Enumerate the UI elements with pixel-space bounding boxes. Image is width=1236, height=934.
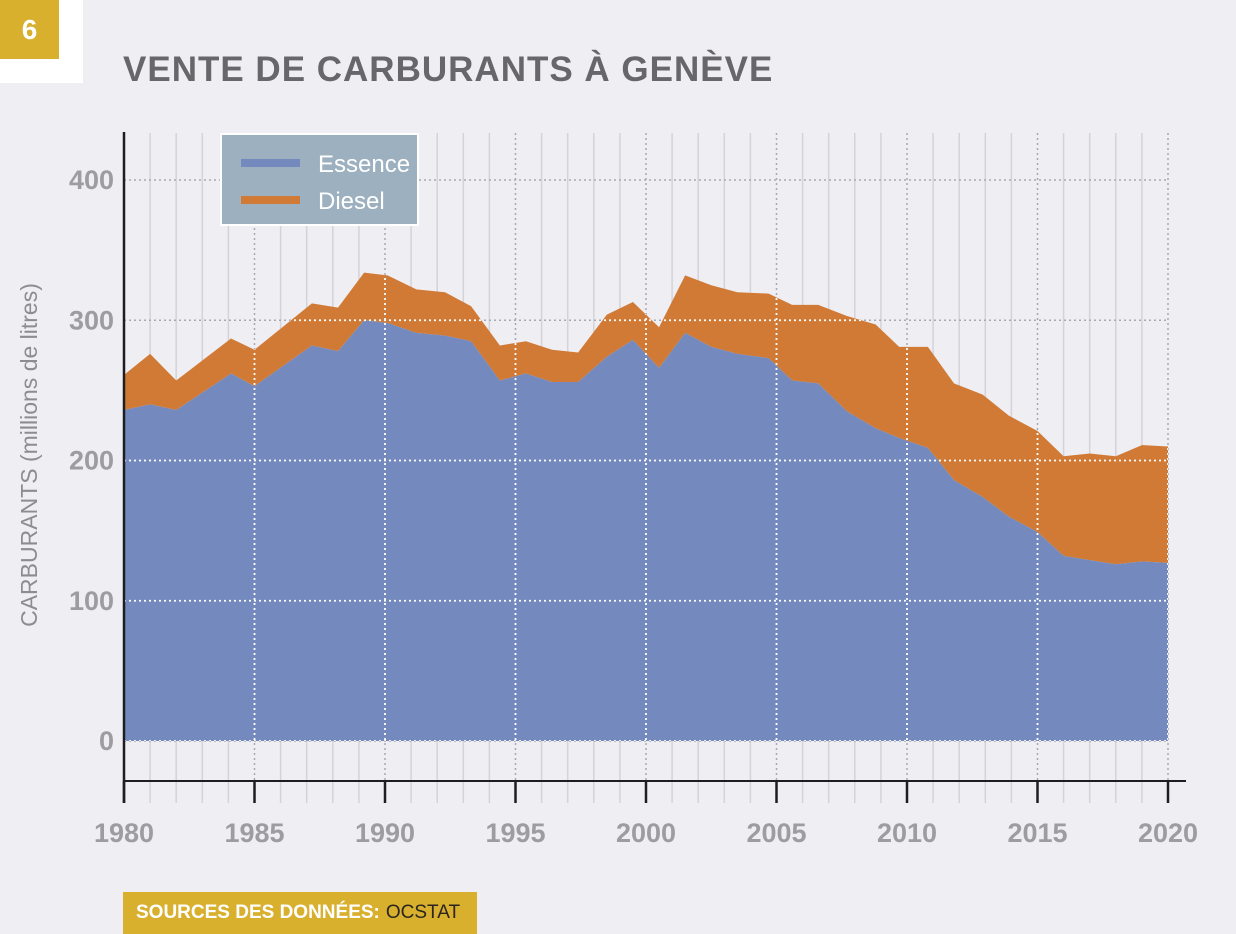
in-area-gridlines: [124, 272, 1168, 741]
x-tick-label: 2005: [746, 818, 806, 848]
y-tick-label: 100: [69, 586, 114, 616]
source-banner: SOURCES DES DONNÉES: OCSTAT: [123, 892, 477, 934]
x-tick-label: 1990: [355, 818, 415, 848]
x-tick-label: 2015: [1007, 818, 1067, 848]
x-tick-label: 1980: [94, 818, 154, 848]
x-tick-label: 1995: [485, 818, 545, 848]
y-tick-label: 0: [99, 726, 114, 756]
legend-swatch-essence: [241, 159, 300, 167]
legend-label-diesel: Diesel: [318, 188, 385, 215]
y-tick-label: 200: [69, 446, 114, 476]
source-value: OCSTAT: [385, 902, 461, 923]
chart-title: VENTE DE CARBURANTS À GENÈVE: [123, 50, 774, 89]
legend: Essence Diesel: [220, 133, 419, 226]
diesel-area: [124, 272, 1168, 565]
y-tick-label: 400: [69, 165, 114, 195]
y-axis-label: CARBURANTS (millions de litres): [16, 283, 42, 627]
legend-swatch-diesel: [241, 196, 300, 204]
figure-number-badge: 6: [0, 0, 59, 59]
legend-box: [220, 133, 419, 226]
x-tick-label: 2010: [877, 818, 937, 848]
y-tick-label: 300: [69, 305, 114, 335]
x-tick-label: 2000: [616, 818, 676, 848]
legend-label-essence: Essence: [318, 151, 410, 178]
essence-area: [124, 320, 1168, 741]
x-tick-label: 2020: [1138, 818, 1198, 848]
source-label: SOURCES DES DONNÉES:: [136, 902, 380, 923]
x-tick-label: 1985: [224, 818, 284, 848]
